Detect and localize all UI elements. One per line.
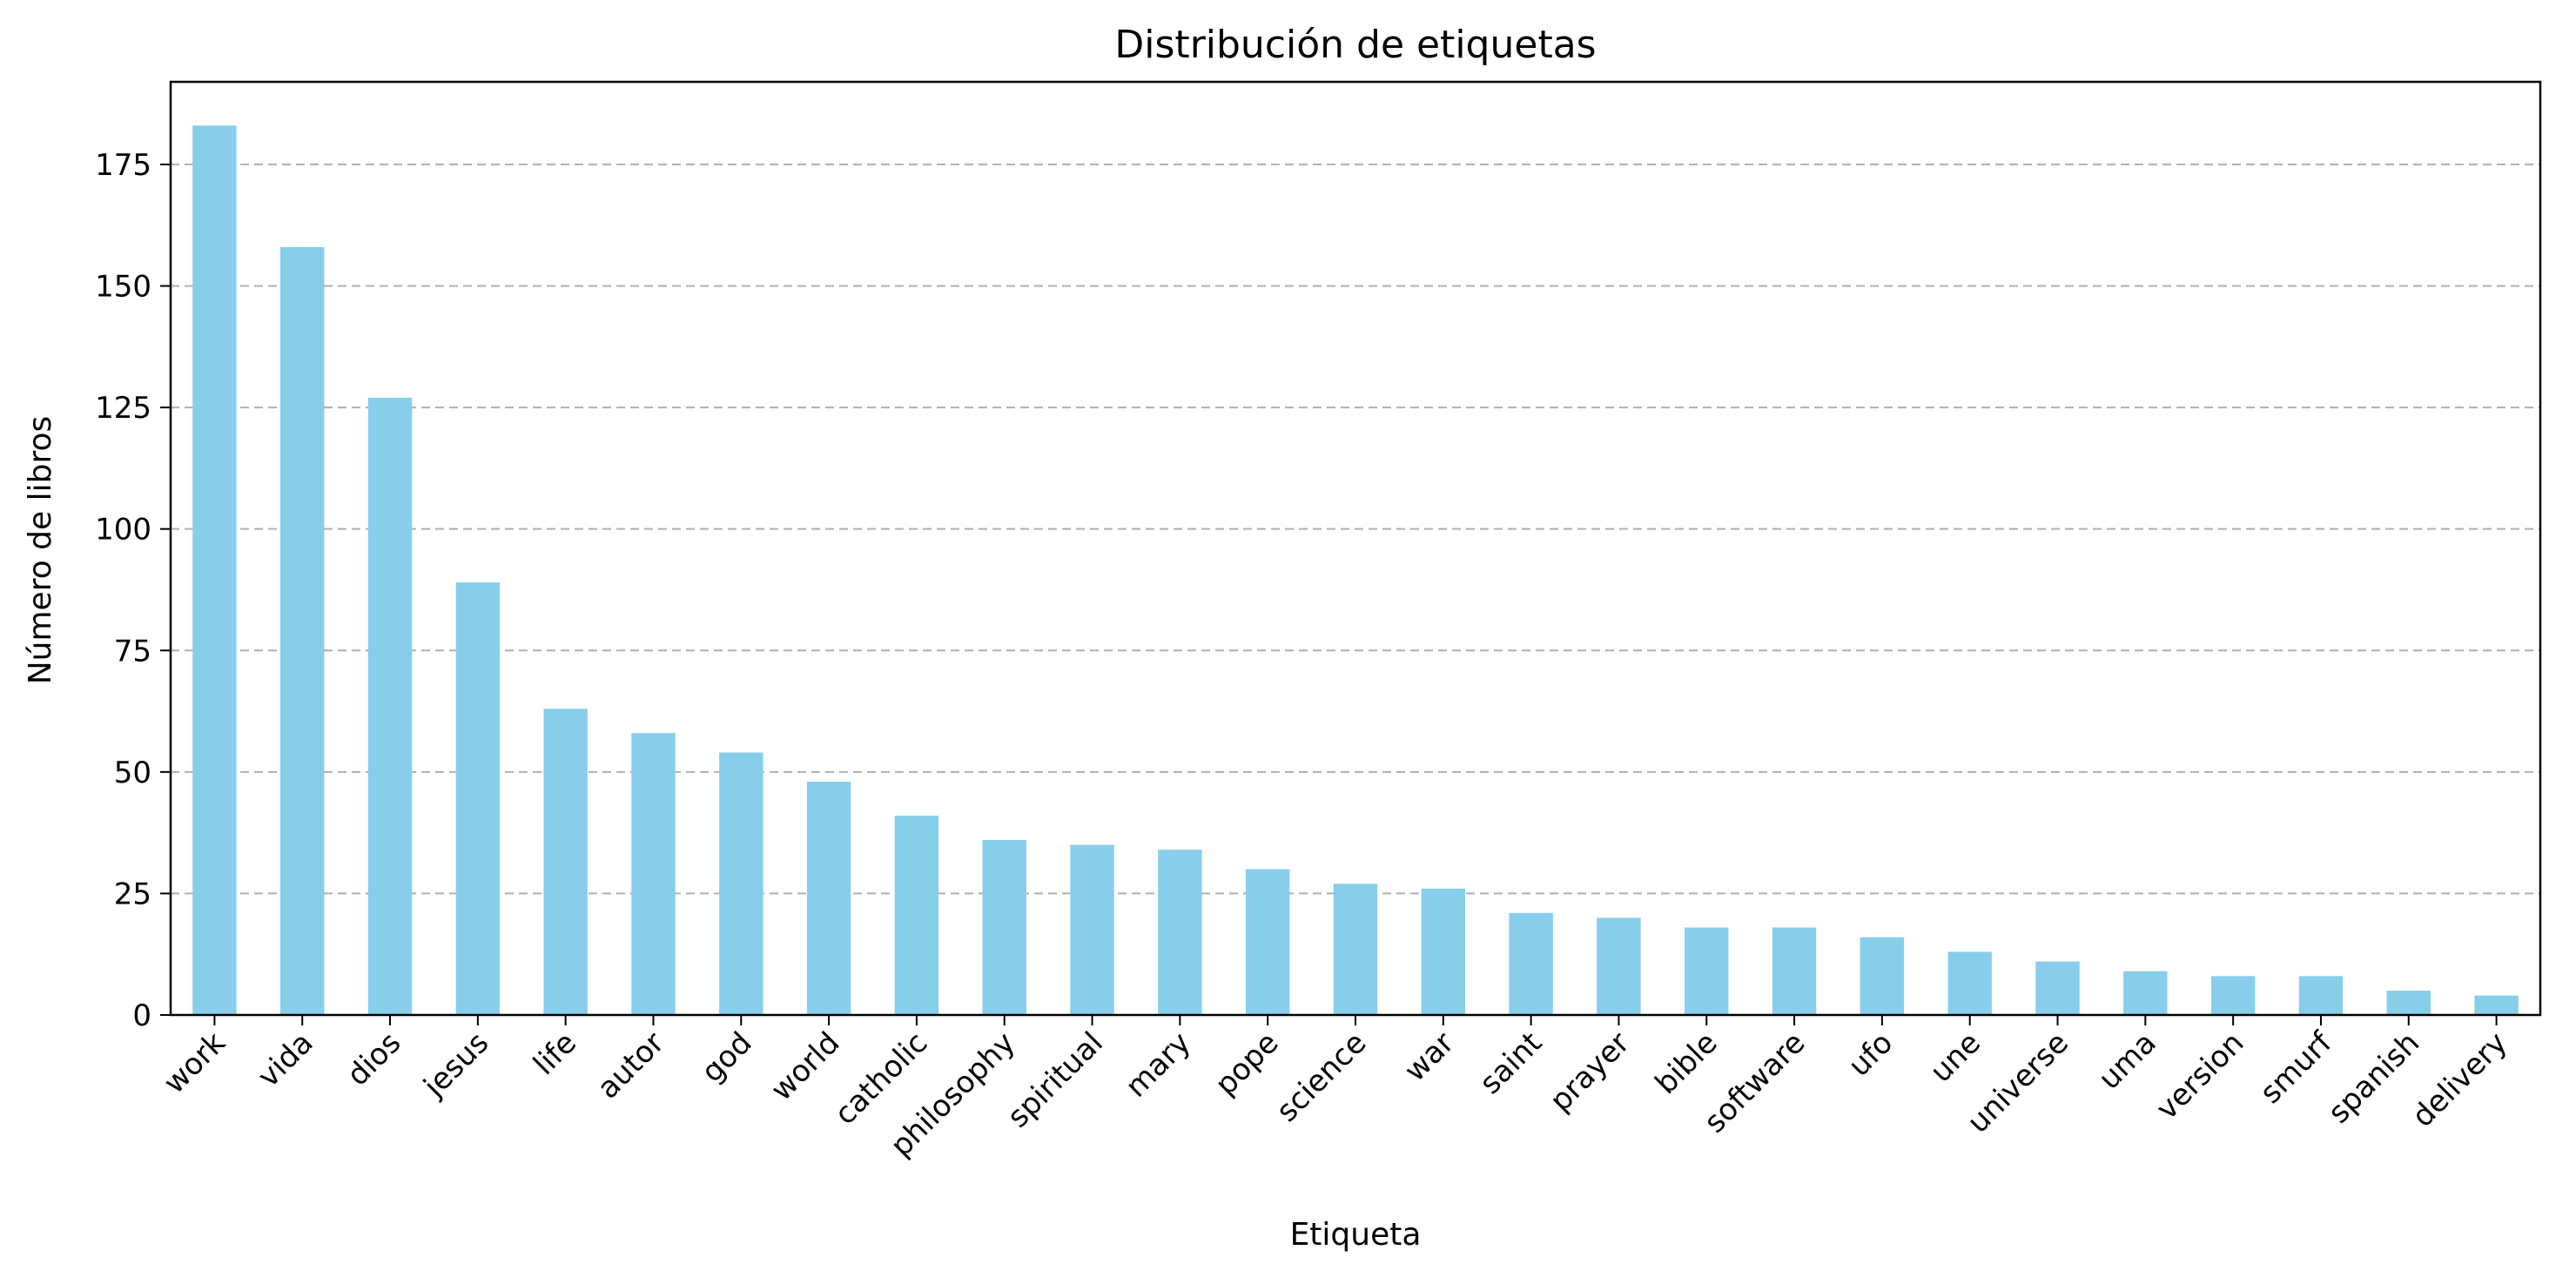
y-tick-label: 25 <box>114 877 151 911</box>
bar-autor <box>631 733 676 1015</box>
bar-philosophy <box>982 840 1026 1015</box>
y-axis-ticks: 0 25 50 75 100 125 150 175 <box>95 148 171 1033</box>
bar-dios <box>367 397 413 1016</box>
x-tick-label-spiritual: spiritual <box>1001 1025 1110 1134</box>
x-tick-label-jesus: jesus <box>416 1025 495 1105</box>
bars <box>192 125 2519 1016</box>
bar-spiritual <box>1070 844 1114 1015</box>
bar-une <box>1947 951 1992 1015</box>
bar-smurf <box>2298 976 2344 1015</box>
bar-software <box>1772 927 1817 1015</box>
x-tick-label-version: version <box>2149 1025 2250 1126</box>
bar-pope <box>1245 869 1290 1015</box>
bar-catholic <box>894 816 939 1015</box>
x-tick-label-god: god <box>695 1025 759 1090</box>
grid-lines <box>171 163 2540 895</box>
y-axis-label: Número de libros <box>23 416 58 685</box>
bar-mary <box>1158 850 1202 1015</box>
x-axis-ticks: work vida dios jesus life autor god worldcathol… <box>157 1015 2514 1164</box>
bar-war <box>1421 888 1466 1015</box>
bar-delivery <box>2474 995 2519 1015</box>
x-tick-label-smurf: smurf <box>2254 1025 2340 1111</box>
bar-saint <box>1509 912 1553 1015</box>
y-tick-label: 175 <box>95 148 151 183</box>
y-tick-label: 150 <box>95 270 151 305</box>
x-tick-label-delivery: delivery <box>2405 1025 2514 1134</box>
x-tick-label-uma: uma <box>2092 1025 2163 1097</box>
y-tick-label: 0 <box>132 998 151 1033</box>
y-tick-label: 125 <box>95 391 151 426</box>
bar-science <box>1333 884 1378 1015</box>
chart-title: Distribución de etiquetas <box>1114 23 1596 67</box>
bar-version <box>2210 976 2256 1015</box>
bar-prayer <box>1597 917 1641 1015</box>
x-tick-label-vida: vida <box>251 1025 319 1094</box>
x-tick-label-world: world <box>764 1025 846 1107</box>
x-tick-label-science: science <box>1270 1025 1374 1129</box>
x-axis-label: Etiqueta <box>1290 1217 1422 1253</box>
bar-work <box>192 125 237 1015</box>
bar-universe <box>2035 961 2080 1015</box>
x-tick-label-mary: mary <box>1119 1025 1198 1105</box>
bar-god <box>719 752 763 1015</box>
x-tick-label-pope: pope <box>1208 1025 1285 1102</box>
y-tick-label: 75 <box>114 634 151 669</box>
plot-frame <box>169 80 2542 1017</box>
y-tick-label: 50 <box>114 756 151 790</box>
x-tick-label-ufo: ufo <box>1842 1025 1900 1084</box>
x-tick-label-war: war <box>1398 1025 1462 1089</box>
x-tick-label-autor: autor <box>591 1025 671 1106</box>
bar-uma <box>2123 971 2168 1015</box>
y-tick-label: 100 <box>95 513 151 548</box>
bar-world <box>806 782 851 1015</box>
bar-ufo <box>1860 937 1905 1015</box>
bar-bible <box>1685 927 1729 1015</box>
x-tick-label-life: life <box>527 1025 583 1082</box>
x-tick-label-bible: bible <box>1649 1025 1725 1101</box>
bar-life <box>543 709 588 1015</box>
bar-spanish <box>2386 991 2431 1015</box>
x-tick-label-dios: dios <box>340 1025 407 1092</box>
x-tick-label-prayer: prayer <box>1544 1025 1637 1119</box>
x-tick-label-work: work <box>157 1025 232 1101</box>
x-tick-label-une: une <box>1924 1025 1988 1090</box>
x-tick-label-saint: saint <box>1473 1025 1549 1101</box>
bar-jesus <box>455 582 501 1015</box>
bar-vida <box>280 246 325 1015</box>
